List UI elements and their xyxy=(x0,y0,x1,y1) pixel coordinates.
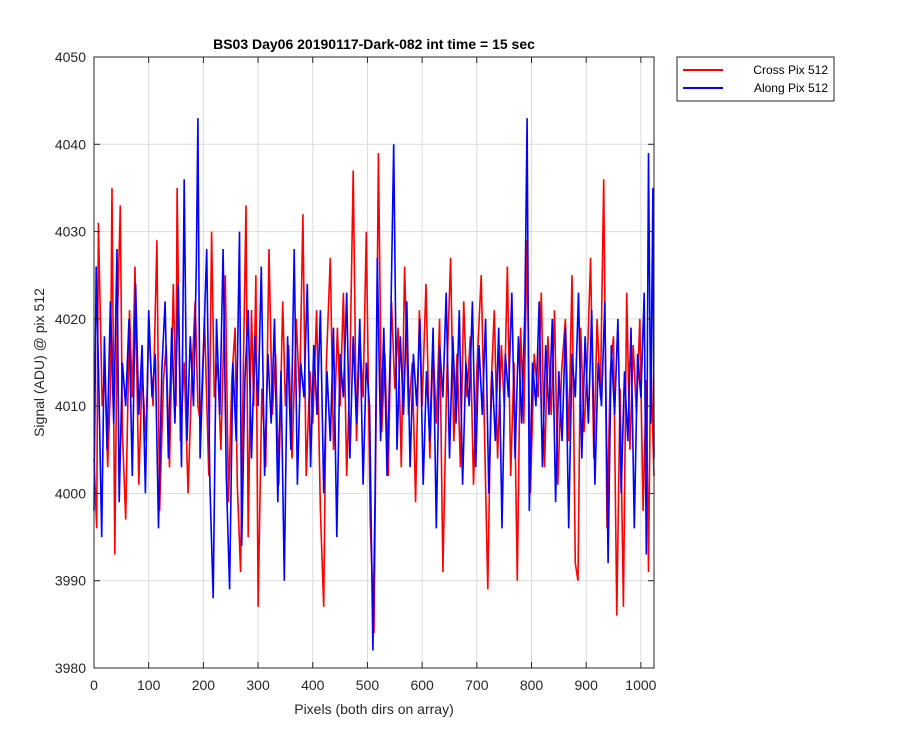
x-tick-label: 900 xyxy=(575,677,599,693)
y-tick-label: 4020 xyxy=(55,311,86,327)
x-tick-label: 600 xyxy=(410,677,434,693)
x-tick-label: 100 xyxy=(137,677,161,693)
x-tick-label: 300 xyxy=(246,677,270,693)
x-tick-label: 1000 xyxy=(625,677,656,693)
series-layer xyxy=(93,118,655,651)
y-tick-label: 3990 xyxy=(55,573,86,589)
plot-frame xyxy=(93,56,655,669)
y-tick-label: 4010 xyxy=(55,398,86,414)
y-tick-label: 4030 xyxy=(55,224,86,240)
chart-title: BS03 Day06 20190117-Dark-082 int time = … xyxy=(213,36,535,52)
x-axis-label: Pixels (both dirs on array) xyxy=(294,701,454,717)
y-axis-label: Signal (ADU) @ pix 512 xyxy=(31,288,47,437)
y-tick-label: 4050 xyxy=(55,49,86,65)
x-tick-label: 800 xyxy=(520,677,544,693)
legend-entry-label: Cross Pix 512 xyxy=(753,63,828,77)
y-tick-label: 4000 xyxy=(55,485,86,501)
y-tick-label: 3980 xyxy=(55,660,86,676)
x-tick-label: 500 xyxy=(356,677,380,693)
x-tick-label: 700 xyxy=(465,677,489,693)
series-line-along-pix-512 xyxy=(93,118,655,651)
legend-entry-label: Along Pix 512 xyxy=(754,81,828,95)
tick-layer: 0 100 200 300 400 500 600 700 800 900 1000 3980 3990… xyxy=(55,49,657,693)
x-tick-label: 400 xyxy=(301,677,325,693)
x-tick-label: 200 xyxy=(192,677,216,693)
legend: Cross Pix 512 Along Pix 512 xyxy=(676,56,835,102)
legend-box xyxy=(676,56,835,102)
x-tick-label: 0 xyxy=(90,677,98,693)
y-tick-label: 4040 xyxy=(55,136,86,152)
